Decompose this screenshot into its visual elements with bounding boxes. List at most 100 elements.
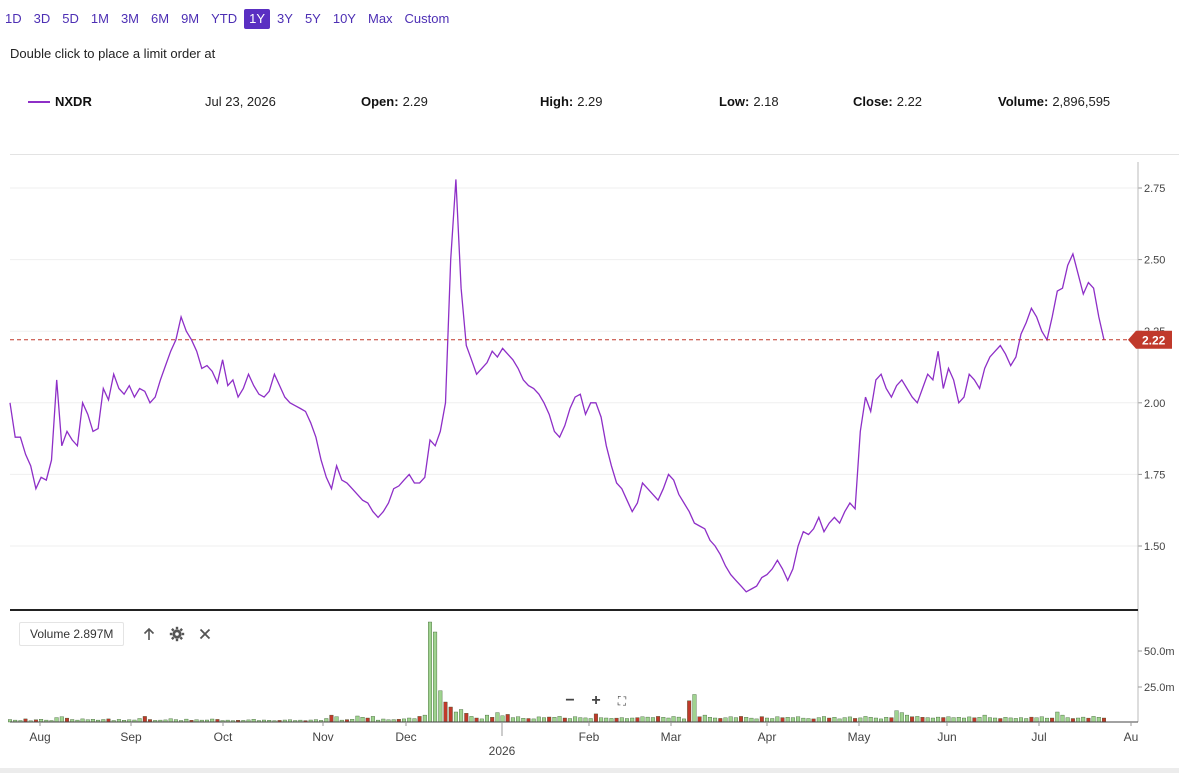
volume-bar: [692, 694, 697, 723]
volume-bar: [645, 716, 650, 723]
panel-separator: [10, 609, 1138, 611]
last-price-marker: [1128, 330, 1172, 349]
volume-bar: [977, 717, 982, 723]
x-tick-label: Dec: [395, 730, 416, 744]
volume-bar: [422, 714, 427, 723]
bottom-strip: [0, 768, 1179, 773]
volume-bar: [412, 718, 417, 723]
range-selector: 1D 3D 5D 1M 3M 6M 9M YTD 1Y 3Y 5Y 10Y Max Custom: [0, 8, 456, 30]
volume-bar: [920, 717, 925, 723]
x-tick-label: Au: [1124, 730, 1139, 744]
volume-bar: [728, 716, 733, 723]
volume-bar: [676, 716, 681, 723]
volume-bar: [1065, 717, 1070, 723]
volume-bar: [842, 717, 847, 723]
header-divider: [10, 154, 1179, 155]
volume-bar: [329, 714, 334, 723]
range-button-5y[interactable]: 5Y: [304, 11, 321, 26]
volume-bar: [505, 714, 510, 723]
volume-bar: [625, 718, 629, 723]
volume-bar: [464, 713, 469, 723]
volume-bar: [982, 714, 987, 723]
volume-bar: [1060, 714, 1065, 723]
volume-bar: [1034, 717, 1039, 723]
volume-bar: [925, 717, 930, 723]
volume-bar: [640, 716, 645, 723]
zoom-out-button[interactable]: −: [565, 692, 575, 709]
volume-bar: [1039, 716, 1044, 723]
volume-bar: [884, 717, 889, 723]
x-tick-label: Oct: [214, 730, 233, 744]
volume-bar: [993, 717, 998, 723]
volume-bar: [360, 717, 365, 723]
volume-bar: [702, 714, 707, 723]
volume-label: Volume 2.897M: [19, 622, 125, 646]
range-button-9m[interactable]: 9M: [181, 11, 200, 26]
volume-bar: [1091, 716, 1096, 723]
volume-bar: [495, 712, 500, 723]
volume-bar: [614, 717, 619, 723]
range-button-3m[interactable]: 3M: [120, 11, 139, 26]
range-button-ytd[interactable]: YTD: [211, 11, 238, 26]
volume-bar: [946, 716, 951, 723]
volume-bar: [578, 717, 583, 723]
volume-bar: [858, 717, 863, 723]
range-button-1y[interactable]: 1Y: [244, 9, 271, 29]
volume-bar: [630, 717, 635, 723]
volume-bar: [998, 718, 1003, 723]
fit-screen-button[interactable]: ⛶: [617, 693, 627, 708]
x-tick-label: 2026: [489, 744, 516, 758]
arrow-up-icon[interactable]: [138, 623, 160, 645]
range-button-5d[interactable]: 5D: [62, 11, 79, 26]
x-tick-label: Nov: [312, 730, 333, 744]
volume-bar: [599, 717, 604, 723]
volume-bar: [661, 717, 666, 723]
legend-volume: Volume: 2,896,595: [998, 94, 1111, 109]
volume-bar: [972, 717, 977, 723]
range-button-custom[interactable]: Custom: [404, 11, 450, 26]
range-button-3y[interactable]: 3Y: [277, 11, 293, 26]
volume-bar: [832, 717, 837, 723]
range-button-1m[interactable]: 1M: [90, 11, 109, 26]
series-line-swatch: [28, 101, 50, 103]
range-button-max[interactable]: Max: [367, 11, 393, 26]
volume-bar: [453, 711, 458, 723]
price-series-line: [9, 179, 1105, 593]
volume-bar: [428, 621, 432, 723]
gear-icon[interactable]: [166, 623, 188, 645]
volume-bar: [1024, 718, 1029, 723]
legend-symbol: NXDR: [55, 94, 92, 109]
range-button-10y[interactable]: 10Y: [332, 11, 356, 26]
volume-bar: [915, 716, 920, 723]
volume-bar: [707, 717, 712, 723]
zoom-in-button[interactable]: +: [591, 692, 601, 709]
price-volume-chart[interactable]: 2.752.502.252.001.751.502.2250.0m25.0mAu…: [0, 155, 1179, 767]
volume-bar: [510, 717, 515, 723]
range-button-6m[interactable]: 6M: [151, 11, 170, 26]
volume-bar: [1045, 717, 1049, 723]
volume-bar: [1029, 716, 1034, 723]
x-tick-label: Jun: [937, 730, 956, 744]
volume-tick-label: 25.0m: [1144, 682, 1175, 694]
x-tick-label: Mar: [661, 730, 682, 744]
volume-bar: [593, 713, 598, 723]
volume-bar: [749, 717, 754, 723]
volume-bar: [65, 717, 69, 723]
price-tick-label: 2.00: [1144, 398, 1165, 410]
volume-bar: [137, 718, 142, 723]
legend-high: High: 2.29: [540, 94, 603, 109]
volume-panel-toolbar: Volume 2.897M: [19, 622, 216, 646]
x-tick-label: Jul: [1031, 730, 1046, 744]
volume-bar: [469, 716, 474, 723]
volume-bar: [443, 701, 448, 723]
close-icon[interactable]: [194, 623, 216, 645]
volume-bar: [500, 715, 505, 723]
range-button-1d[interactable]: 1D: [5, 11, 22, 26]
range-button-3d[interactable]: 3D: [33, 11, 51, 26]
volume-bar: [1055, 711, 1060, 723]
volume-bar: [1003, 717, 1008, 723]
volume-bar: [324, 718, 329, 723]
x-tick-label: Apr: [758, 730, 777, 744]
volume-bar: [666, 717, 671, 723]
volume-bar: [1081, 716, 1086, 723]
